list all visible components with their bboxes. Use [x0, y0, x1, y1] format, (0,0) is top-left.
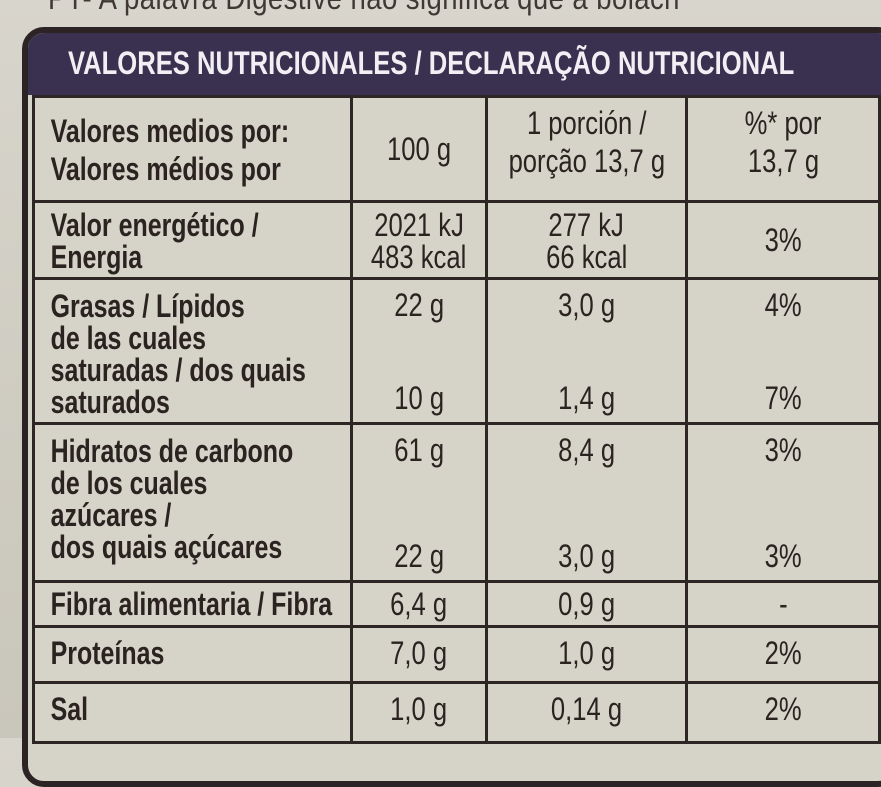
- label-header-title: VALORES NUTRICIONALES / DECLARAÇÃO NUTRI…: [68, 45, 795, 81]
- fiber-label: Fibra alimentaria / Fibra: [50, 586, 333, 622]
- salt-per100-cell: 1,0 g: [350, 681, 488, 744]
- table-row-fat: Grasas / Lípidos de las cuales saturadas…: [32, 277, 881, 425]
- table-header-row: Valores medios por: Valores médios por 1…: [32, 95, 881, 203]
- fiber-pct-cell: -: [685, 580, 881, 628]
- fat-label-line1: Grasas / Lípidos: [50, 288, 245, 324]
- fat-per100: 22 g: [394, 287, 444, 323]
- energy-pct-cell: 3%: [685, 200, 881, 280]
- table-row-fiber: Fibra alimentaria / Fibra 6,4 g 0,9 g -: [32, 580, 881, 628]
- carbs-label-line4: dos quais açúcares: [50, 529, 283, 565]
- carbs-per100-cell: 61 g 22 g: [350, 422, 488, 583]
- protein-portion: 1,0 g: [558, 635, 615, 671]
- fat-portion-cell: 3,0 g 1,4 g: [485, 277, 688, 425]
- portion-header-line1: 1 porción /: [526, 105, 647, 141]
- salt-label: Sal: [50, 691, 89, 727]
- salt-portion-cell: 0,14 g: [485, 681, 688, 744]
- carbs-label-line2: de los cuales: [50, 465, 208, 501]
- fiber-pct: -: [778, 586, 788, 622]
- energy-portion-cell: 277 kJ 66 kcal: [485, 200, 688, 280]
- carbs-portion: 8,4 g: [558, 432, 615, 468]
- fat-pct-cell: 4% 7%: [685, 277, 881, 425]
- fiber-portion: 0,9 g: [558, 586, 615, 622]
- salt-pct: 2%: [764, 691, 802, 727]
- per100-header-text: 100 g: [386, 131, 452, 167]
- nutrition-table: Valores medios por: Valores médios por 1…: [32, 95, 881, 744]
- pct-column-header: %* por 13,7 g: [685, 95, 881, 203]
- fiber-label-cell: Fibra alimentaria / Fibra: [32, 580, 353, 628]
- nutrition-label: VALORES NUTRICIONALES / DECLARAÇÃO NUTRI…: [22, 27, 881, 787]
- label-header: VALORES NUTRICIONALES / DECLARAÇÃO NUTRI…: [28, 33, 881, 95]
- table-row-protein: Proteínas 7,0 g 1,0 g 2%: [32, 625, 881, 684]
- saturates-per100: 10 g: [394, 380, 444, 416]
- energy-per100-kj: 2021 kJ: [374, 207, 464, 243]
- energy-label-cell: Valor energético / Energia: [32, 200, 353, 280]
- energy-portion-kcal: 66 kcal: [545, 239, 628, 275]
- protein-label: Proteínas: [50, 635, 165, 671]
- energy-portion-kj: 277 kJ: [548, 207, 625, 243]
- top-product-text: PT- A palavra Digestive não significa qu…: [48, 0, 680, 17]
- salt-label-cell: Sal: [32, 681, 353, 744]
- sugars-per100: 22 g: [394, 538, 444, 574]
- energy-label-es: Valor energético /: [50, 207, 259, 243]
- table-row-energy: Valor energético / Energia 2021 kJ 483 k…: [32, 200, 881, 280]
- carbs-label-line1: Hidratos de carbono: [50, 433, 294, 469]
- per100-column-header: 100 g: [350, 95, 488, 203]
- fat-label-line2: de las cuales: [50, 320, 207, 356]
- energy-pct: 3%: [764, 222, 802, 258]
- fat-label-cell: Grasas / Lípidos de las cuales saturadas…: [32, 277, 353, 425]
- carbs-pct: 3%: [764, 432, 802, 468]
- label-column-header-pt: Valores médios por: [50, 151, 281, 187]
- table-row-salt: Sal 1,0 g 0,14 g 2%: [32, 681, 881, 744]
- label-column-header: Valores medios por: Valores médios por: [32, 95, 353, 203]
- carbs-label-line3: azúcares /: [50, 497, 172, 533]
- protein-label-cell: Proteínas: [32, 625, 353, 684]
- portion-header-line2: porção 13,7 g: [508, 143, 665, 179]
- protein-portion-cell: 1,0 g: [485, 625, 688, 684]
- sugars-portion: 3,0 g: [558, 538, 615, 574]
- fiber-per100-cell: 6,4 g: [350, 580, 488, 628]
- saturates-portion: 1,4 g: [558, 380, 615, 416]
- energy-per100-cell: 2021 kJ 483 kcal: [350, 200, 488, 280]
- portion-column-header: 1 porción / porção 13,7 g: [485, 95, 688, 203]
- fat-portion: 3,0 g: [558, 287, 615, 323]
- fat-per100-cell: 22 g 10 g: [350, 277, 488, 425]
- energy-label-pt: Energia: [50, 239, 143, 275]
- sugars-pct: 3%: [764, 538, 802, 574]
- pct-header-line1: %* por: [744, 105, 822, 141]
- protein-pct-cell: 2%: [685, 625, 881, 684]
- fat-pct: 4%: [764, 287, 802, 323]
- salt-pct-cell: 2%: [685, 681, 881, 744]
- label-column-header-es: Valores medios por:: [50, 113, 290, 149]
- carbs-pct-cell: 3% 3%: [685, 422, 881, 583]
- energy-per100-kcal: 483 kcal: [371, 239, 467, 275]
- carbs-portion-cell: 8,4 g 3,0 g: [485, 422, 688, 583]
- fat-label-line3: saturadas / dos quais: [50, 352, 306, 388]
- pct-header-line2: 13,7 g: [747, 143, 819, 179]
- protein-pct: 2%: [764, 635, 802, 671]
- fat-label-line4: saturados: [50, 384, 170, 420]
- saturates-pct: 7%: [764, 380, 802, 416]
- salt-per100: 1,0 g: [390, 691, 448, 727]
- salt-portion: 0,14 g: [550, 691, 623, 727]
- carbs-label-cell: Hidratos de carbono de los cuales azúcar…: [32, 422, 353, 583]
- fiber-portion-cell: 0,9 g: [485, 580, 688, 628]
- fiber-per100: 6,4 g: [390, 586, 448, 622]
- protein-per100-cell: 7,0 g: [350, 625, 488, 684]
- table-row-carbs: Hidratos de carbono de los cuales azúcar…: [32, 422, 881, 583]
- protein-per100: 7,0 g: [390, 635, 448, 671]
- carbs-per100: 61 g: [394, 432, 444, 468]
